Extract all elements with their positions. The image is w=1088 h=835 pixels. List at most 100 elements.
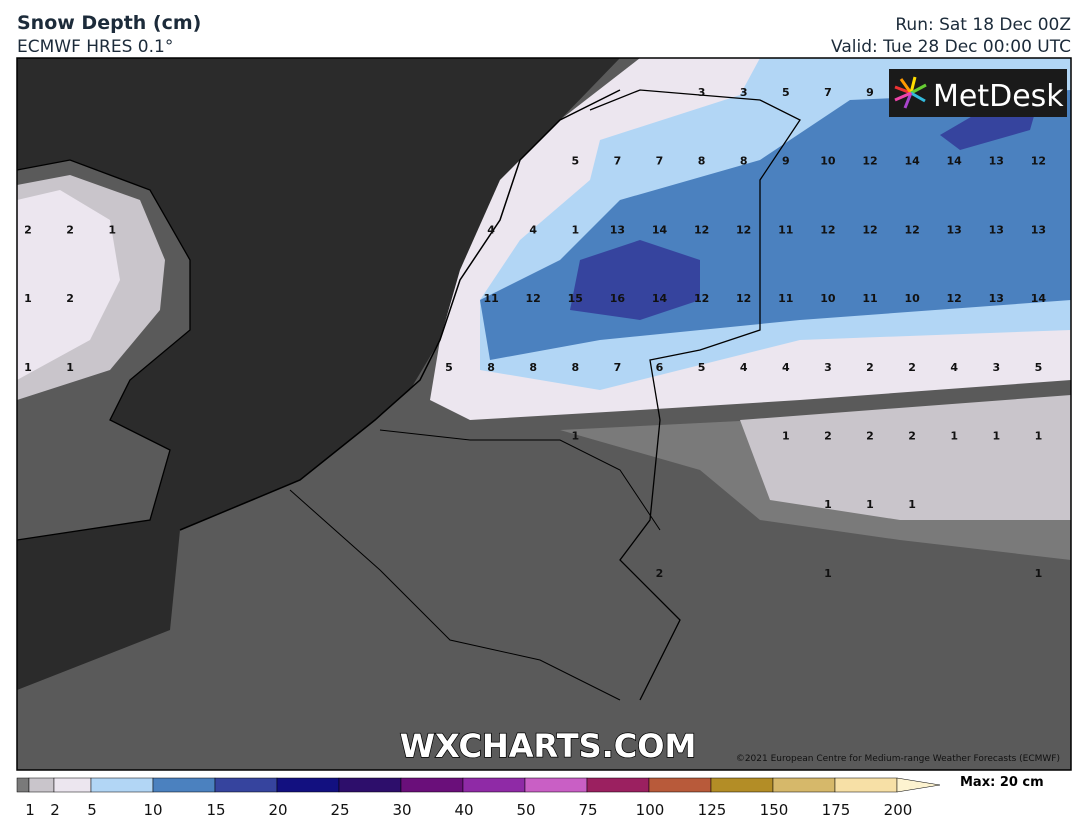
map-value: 12 [526, 292, 541, 305]
colorbar-label: 50 [516, 801, 535, 819]
map-value: 4 [487, 223, 495, 236]
colorbar-segment [90, 777, 154, 793]
copyright: ©2021 European Centre for Medium-range W… [736, 754, 1060, 764]
map-value: 9 [866, 86, 874, 99]
map-value: 2 [908, 361, 916, 374]
map-value: 1 [24, 361, 32, 374]
colorbar-segment [710, 777, 774, 793]
logo-icon [894, 76, 927, 109]
map-value: 12 [694, 223, 709, 236]
map-value: 2 [24, 223, 32, 236]
map-value: 5 [445, 361, 453, 374]
map-value: 4 [740, 361, 748, 374]
colorbar-segment [834, 777, 898, 793]
colorbar-segment [648, 777, 712, 793]
map-value: 12 [1031, 155, 1046, 168]
colorbar-segment [772, 777, 836, 793]
colorbar-segment [53, 777, 92, 793]
map-value: 12 [694, 292, 709, 305]
map-value: 14 [1031, 292, 1047, 305]
map-value: 12 [862, 155, 877, 168]
colorbar-label: 1 [25, 801, 35, 819]
map-value: 1 [992, 430, 1000, 443]
map-value: 12 [736, 223, 751, 236]
map-labels: 3 3 5 7 95 7 7 8 8 9 10 12 14 14 13 122 2 1 4 4 1 13 14 12 12 11 1… [24, 86, 1046, 580]
map-value: 2 [824, 430, 832, 443]
map-value: 1 [571, 430, 579, 443]
colorbar-segment [524, 777, 588, 793]
map-value: 12 [736, 292, 751, 305]
map-value: 11 [862, 292, 877, 305]
map-value: 8 [698, 155, 706, 168]
map-value: 10 [820, 155, 836, 168]
map-value: 5 [571, 155, 579, 168]
map-value: 8 [740, 155, 748, 168]
map-value: 8 [487, 361, 495, 374]
map-value: 12 [904, 223, 919, 236]
map-value: 14 [652, 292, 668, 305]
valid: Valid: Tue 28 Dec 00:00 UTC [831, 37, 1071, 57]
logo: MetDesk [933, 79, 1064, 114]
model: ECMWF HRES 0.1° [17, 37, 174, 57]
run: Run: Sat 18 Dec 00Z [895, 15, 1071, 35]
colorbar-label: 10 [143, 801, 162, 819]
max-label: Max: 20 cm [960, 775, 1044, 790]
map-value: 13 [610, 223, 625, 236]
map-value: 5 [698, 361, 706, 374]
map-value: 1 [571, 223, 579, 236]
colorbar-label: 2 [50, 801, 60, 819]
map-value: 8 [571, 361, 579, 374]
logo-box [889, 69, 1067, 117]
colorbar-label: 125 [698, 801, 727, 819]
map-value: 5 [1035, 361, 1043, 374]
map-value: 13 [989, 155, 1004, 168]
colorbar-label: 5 [87, 801, 97, 819]
map-value: 3 [824, 361, 832, 374]
map-value: 11 [483, 292, 498, 305]
colorbar-label: 40 [454, 801, 473, 819]
map-value: 1 [950, 430, 958, 443]
colorbar-segment [276, 777, 340, 793]
map-value: 4 [782, 361, 790, 374]
colorbar-segment [462, 777, 526, 793]
map-value: 14 [947, 155, 963, 168]
colorbar-segment [214, 777, 278, 793]
map-value: 13 [989, 292, 1004, 305]
map-value: 11 [778, 292, 793, 305]
map-value: 7 [614, 155, 622, 168]
map-value: 1 [66, 361, 74, 374]
colorbar-label: 25 [330, 801, 349, 819]
colorbar-label: 175 [822, 801, 851, 819]
map-value: 14 [652, 223, 668, 236]
map-value: 3 [740, 86, 748, 99]
map-value: 13 [989, 223, 1004, 236]
map-value: 9 [782, 155, 790, 168]
map-value: 1 [782, 430, 790, 443]
map-value: 4 [950, 361, 958, 374]
map-value: 4 [529, 223, 537, 236]
map-value: 1 [1035, 430, 1043, 443]
map-value: 6 [656, 361, 664, 374]
colorbar-arrow [896, 777, 941, 793]
watermark: WXCHARTS.COM [400, 727, 697, 765]
colorbar-segment [400, 777, 464, 793]
colorbar-segment [152, 777, 216, 793]
colorbar-segment [28, 777, 55, 793]
map-value: 1 [108, 223, 116, 236]
map-value: 1 [824, 498, 832, 511]
map-value: 12 [947, 292, 962, 305]
map-value: 13 [947, 223, 962, 236]
map-value: 1 [1035, 567, 1043, 580]
title: Snow Depth (cm) [17, 12, 202, 34]
map-value: 14 [904, 155, 920, 168]
map-value: 3 [698, 86, 706, 99]
colorbar-label: 30 [392, 801, 411, 819]
map-value: 12 [862, 223, 877, 236]
colorbar-label: 100 [636, 801, 665, 819]
map-value: 8 [529, 361, 537, 374]
colorbar-segment [16, 777, 30, 793]
colorbar-label: 150 [760, 801, 789, 819]
colorbar-label: 20 [268, 801, 287, 819]
